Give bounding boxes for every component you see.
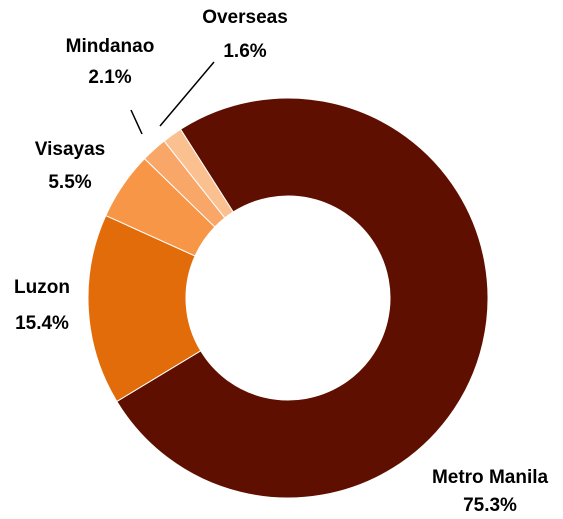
value-label: 15.4% [15, 313, 69, 334]
value-label: 2.1% [88, 67, 131, 88]
value-label: 75.3% [463, 495, 517, 516]
leader-line [130, 109, 143, 135]
category-label: Mindanao [66, 36, 155, 57]
donut-slice [163, 128, 234, 219]
donut-slice [87, 214, 202, 403]
value-label: 5.5% [48, 172, 91, 193]
category-label: Visayas [35, 139, 105, 160]
donut-slice [116, 97, 489, 499]
category-label: Overseas [202, 7, 288, 28]
leader-line [159, 61, 215, 127]
category-label: Metro Manila [432, 467, 549, 488]
category-label: Luzon [14, 277, 70, 298]
value-label: 1.6% [223, 41, 266, 62]
